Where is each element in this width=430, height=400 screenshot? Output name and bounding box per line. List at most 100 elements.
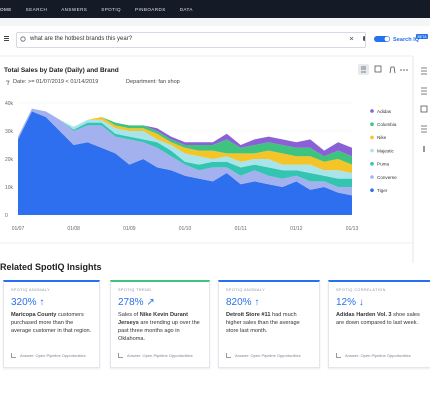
y-tick-label: 40k [5, 101, 14, 107]
text-part: customers purchased more than the averag… [11, 312, 92, 334]
legend-label: Nike [377, 135, 387, 140]
sidebar-icon[interactable] [421, 125, 427, 133]
sidebar-icon[interactable] [421, 67, 427, 75]
pin-icon[interactable] [389, 66, 396, 74]
insight-metric: 278% ↗ [118, 297, 202, 308]
area-series [18, 108, 352, 157]
filter-date[interactable]: Date: >= 01/07/2019 < 01/14/2019 [13, 79, 99, 85]
legend-label: Adidas [377, 109, 392, 114]
insight-footer: Answer: Open Pipeline Opportunities [336, 353, 411, 358]
insight-kind: SPOTIQ ANOMALY [226, 288, 266, 292]
legend-swatch [370, 122, 374, 126]
text-part: Nike Kevin Durant Jerseys [118, 312, 188, 326]
insight-text: Detroit Store #11 had much higher sales … [226, 311, 312, 335]
text-part: shoe sales are down compared to last wee… [336, 312, 420, 326]
text-part: Sales of [118, 312, 140, 318]
nav-item[interactable]: OME [0, 6, 12, 12]
footer-text[interactable]: Answer: Open Pipeline Opportunities [127, 352, 193, 358]
x-tick-label: 01/07 [12, 226, 25, 232]
insight-metric: 12% ↓ [336, 297, 424, 308]
footer-icon [118, 353, 123, 358]
menu-icon [4, 40, 9, 41]
text-part: Adidas Harden Vol. 3 [336, 312, 392, 318]
sidebar-icon[interactable] [420, 105, 428, 113]
footer-text[interactable]: Answer: Open Pipeline Opportunities [20, 352, 86, 358]
footer-icon [336, 353, 341, 358]
chrome [0, 18, 430, 263]
area-series [18, 108, 352, 196]
chart-title: Total Sales by Date (Daily) and Brand [4, 67, 119, 74]
y-tick-label: 10k [5, 185, 14, 191]
legend-label: Converse [377, 175, 397, 180]
beta-badge: BETA [416, 34, 429, 39]
text-part: are trending up over the past three mont… [118, 320, 200, 342]
more-icon[interactable] [400, 69, 402, 71]
more-icon [403, 69, 405, 71]
legend-swatch [370, 175, 374, 179]
legend-swatch [370, 148, 374, 153]
insight-card[interactable]: SPOTIQ CORRELATION 12% ↓ Adidas Harden Vol… [328, 280, 430, 368]
insight-metric: 320% ↑ [11, 297, 92, 308]
insight-text: Sales of Nike Kevin Durant Jerseys are t… [118, 311, 202, 343]
chart-type-button[interactable] [358, 64, 369, 75]
nav-item[interactable]: PINBOARDS [135, 6, 166, 12]
legend-swatch [370, 135, 374, 140]
y-tick-label: 0 [5, 213, 8, 219]
insight-text: Adidas Harden Vol. 3 shoe sales are down… [336, 311, 424, 327]
text-part: had much higher sales than the average s… [226, 312, 300, 334]
more-icon [406, 69, 408, 71]
nav-item[interactable]: SPOTIQ [101, 6, 122, 12]
metric-arrow: ↑ [39, 297, 45, 308]
legend-label: Columbia [377, 122, 397, 127]
sidebar-icon[interactable] [421, 87, 427, 95]
insight-footer: Answer: Open Pipeline Opportunities [226, 353, 301, 358]
chart: 0 10k 20k 30k 40k 01/07 01/08 01/09 01/10 01/11 01… [5, 101, 397, 232]
nav-item[interactable]: ANSWERS [61, 6, 88, 12]
insight-metric: 820% ↑ [226, 297, 312, 308]
legend-swatch [370, 188, 374, 192]
insight-kind: SPOTIQ ANOMALY [11, 288, 51, 292]
metric-value: 278% [118, 297, 144, 308]
area-series [18, 111, 352, 215]
legend-label: Puma [377, 162, 389, 167]
filter-department[interactable]: Department: fan shop [126, 79, 180, 85]
search-query[interactable]: what are the hotbest brands this year? [30, 36, 133, 42]
metric-arrow: ↗ [146, 297, 155, 308]
top-nav: OME SEARCH ANSWERS SPOTIQ PINBOARDS DATA [0, 0, 430, 18]
section-title: Related SpotIQ Insights [0, 262, 102, 272]
legend-swatch [370, 162, 374, 166]
footer-text[interactable]: Answer: Open Pipeline Opportunities [345, 352, 411, 358]
x-tick-label: 01/12 [290, 226, 303, 232]
metric-value: 820% [226, 297, 252, 308]
insight-footer: Answer: Open Pipeline Opportunities [11, 353, 86, 358]
insight-card[interactable]: SPOTIQ TREND 278% ↗ Sales of Nike Kevin Du… [110, 280, 210, 368]
x-tick-label: 01/08 [67, 226, 80, 232]
toggle-knob [384, 36, 390, 42]
menu-icon[interactable] [4, 36, 9, 37]
text-part: Detroit Store #11 [226, 312, 271, 318]
search-iq-label[interactable]: Search IQ [393, 37, 420, 43]
insight-card[interactable]: SPOTIQ ANOMALY 320% ↑ Maricopa County cust… [3, 280, 100, 368]
search-box[interactable] [16, 32, 366, 48]
menu-icon [4, 38, 9, 39]
metric-value: 12% [336, 297, 357, 308]
y-tick-label: 20k [5, 157, 14, 163]
legend-swatch [370, 109, 374, 113]
footer-text[interactable]: Answer: Open Pipeline Opportunities [235, 352, 301, 358]
footer-icon [11, 353, 16, 358]
metric-value: 320% [11, 297, 37, 308]
area-series [18, 108, 352, 179]
nav-item[interactable]: SEARCH [25, 6, 48, 12]
nav-item[interactable]: DATA [179, 6, 193, 12]
table-icon[interactable] [374, 65, 382, 73]
insight-kind: SPOTIQ CORRELATION [336, 288, 386, 292]
insight-kind: SPOTIQ TREND [118, 288, 152, 292]
insight-text: Maricopa County customers purchased more… [11, 311, 92, 335]
y-tick-label: 30k [5, 129, 14, 135]
x-tick-label: 01/10 [179, 226, 192, 232]
legend-label: Tiger [377, 188, 388, 193]
insight-card[interactable]: SPOTIQ ANOMALY 820% ↑ Detroit Store #11 ha… [218, 280, 320, 368]
chart-icon [361, 66, 366, 73]
clear-icon[interactable] [349, 36, 354, 41]
